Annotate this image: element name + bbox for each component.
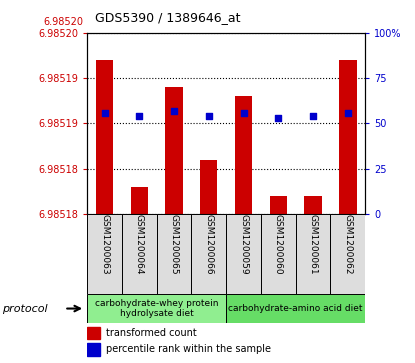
Text: GSM1200063: GSM1200063 xyxy=(100,214,109,275)
Point xyxy=(171,108,177,114)
FancyBboxPatch shape xyxy=(122,214,157,294)
Text: protocol: protocol xyxy=(2,303,48,314)
Text: carbohydrate-amino acid diet: carbohydrate-amino acid diet xyxy=(228,304,363,313)
Point xyxy=(344,110,351,115)
Text: percentile rank within the sample: percentile rank within the sample xyxy=(106,344,271,354)
Text: GSM1200062: GSM1200062 xyxy=(343,214,352,275)
FancyBboxPatch shape xyxy=(226,214,261,294)
Bar xyxy=(96,60,113,214)
Text: GSM1200065: GSM1200065 xyxy=(170,214,178,275)
Bar xyxy=(165,87,183,214)
Text: GSM1200059: GSM1200059 xyxy=(239,214,248,275)
Bar xyxy=(304,196,322,214)
Text: GSM1200066: GSM1200066 xyxy=(204,214,213,275)
Text: transformed count: transformed count xyxy=(106,328,197,338)
Bar xyxy=(235,96,252,214)
Text: GSM1200060: GSM1200060 xyxy=(274,214,283,275)
Text: 6.98520: 6.98520 xyxy=(43,17,83,27)
Point xyxy=(101,110,108,115)
FancyBboxPatch shape xyxy=(261,214,295,294)
FancyBboxPatch shape xyxy=(191,214,226,294)
FancyBboxPatch shape xyxy=(295,214,330,294)
Bar xyxy=(87,327,100,339)
Bar xyxy=(87,343,100,356)
FancyBboxPatch shape xyxy=(87,214,122,294)
Point xyxy=(275,115,282,121)
Text: GDS5390 / 1389646_at: GDS5390 / 1389646_at xyxy=(95,11,241,24)
Bar xyxy=(339,60,356,214)
Point xyxy=(310,113,316,119)
Point xyxy=(136,113,143,119)
Bar xyxy=(200,160,217,214)
Bar xyxy=(87,294,226,323)
Bar xyxy=(270,196,287,214)
Bar xyxy=(226,294,365,323)
Text: carbohydrate-whey protein
hydrolysate diet: carbohydrate-whey protein hydrolysate di… xyxy=(95,299,218,318)
Text: GSM1200061: GSM1200061 xyxy=(309,214,317,275)
Point xyxy=(205,113,212,119)
Bar xyxy=(131,187,148,214)
FancyBboxPatch shape xyxy=(157,214,191,294)
FancyBboxPatch shape xyxy=(330,214,365,294)
Text: GSM1200064: GSM1200064 xyxy=(135,214,144,275)
Point xyxy=(240,110,247,115)
